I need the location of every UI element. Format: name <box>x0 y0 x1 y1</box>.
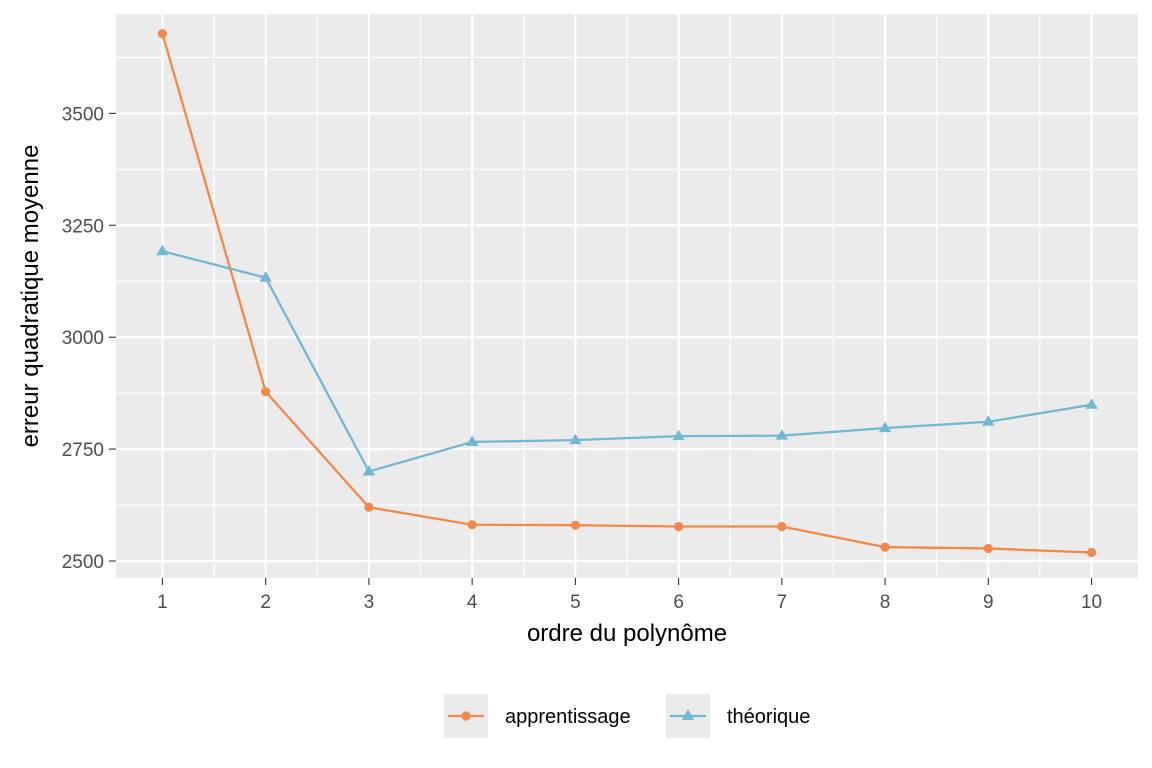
x-tick-label: 4 <box>467 592 478 613</box>
x-tick-label: 6 <box>673 592 684 613</box>
data-point <box>878 421 892 433</box>
data-point <box>570 520 580 530</box>
series-1 <box>157 29 1097 558</box>
x-tick-label: 8 <box>880 592 891 613</box>
legend: apprentissage théorique <box>444 694 810 738</box>
legend-label: apprentissage <box>505 706 631 728</box>
data-point <box>1086 547 1097 558</box>
y-tick-label: 2750 <box>62 440 104 461</box>
data-point <box>157 29 168 39</box>
series-line <box>161 33 1092 554</box>
data-point <box>672 429 685 441</box>
x-tick-label: 3 <box>364 592 375 613</box>
data-point <box>880 542 890 552</box>
data-point <box>982 415 995 426</box>
legend-key-marker <box>681 709 695 721</box>
data-point <box>259 271 272 282</box>
x-axis-title: ordre du polynôme <box>527 620 727 647</box>
legend-item: apprentissage <box>444 694 631 738</box>
data-point <box>261 387 271 397</box>
minor-grid <box>116 14 1138 578</box>
x-tick-label: 9 <box>983 592 994 613</box>
x-tick-label: 1 <box>157 592 168 613</box>
y-tick-label: 2500 <box>62 552 104 573</box>
data-point <box>569 433 582 445</box>
series-layer <box>156 29 1098 558</box>
legend-item: théorique <box>666 694 810 738</box>
data-point <box>362 464 376 476</box>
y-tick-label: 3500 <box>62 104 104 125</box>
x-tick-label: 2 <box>260 592 271 613</box>
x-tick-label: 10 <box>1081 592 1102 613</box>
data-point <box>1085 398 1098 409</box>
series-line <box>162 250 1092 473</box>
y-axis-title: erreur quadratique moyenne <box>17 145 44 448</box>
y-tick-label: 3000 <box>62 328 104 349</box>
data-point <box>465 435 479 446</box>
data-point <box>467 520 477 530</box>
data-point <box>983 543 993 554</box>
legend-label: théorique <box>727 706 810 728</box>
legend-key-marker <box>461 711 471 721</box>
y-axis: 2500 2750 3000 3250 3500 <box>62 104 116 573</box>
data-point <box>156 244 169 256</box>
series-2 <box>156 244 1098 476</box>
data-point <box>674 521 684 532</box>
x-axis: 1 2 3 4 5 6 7 8 9 10 <box>157 578 1102 613</box>
data-point <box>775 429 789 440</box>
data-point <box>364 502 374 512</box>
x-tick-label: 5 <box>570 592 581 613</box>
data-point <box>777 521 787 532</box>
x-tick-label: 7 <box>777 592 788 613</box>
y-tick-label: 3250 <box>62 216 104 237</box>
major-grid <box>116 14 1138 578</box>
